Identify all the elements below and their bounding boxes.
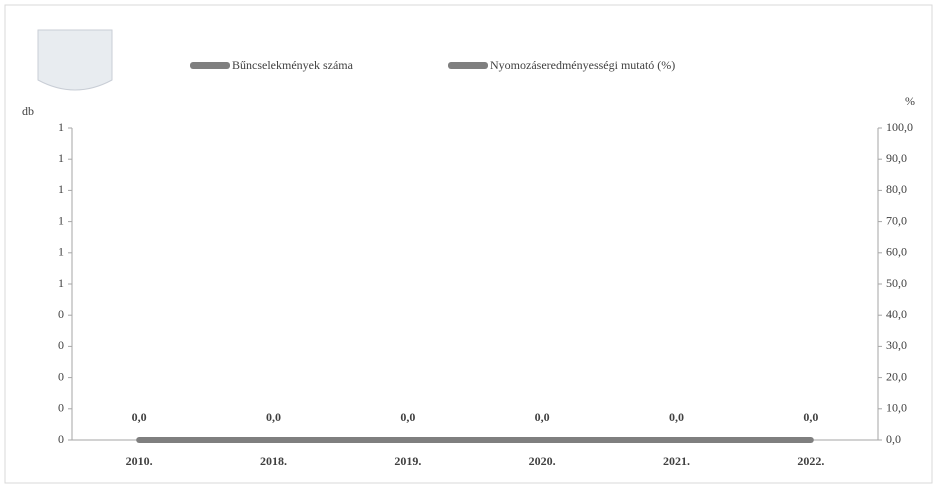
y-tick-label: 1 — [58, 120, 64, 134]
y2-tick-label: 90,0 — [886, 151, 907, 165]
data-label: 0,0 — [535, 410, 550, 424]
x-tick-label: 2018. — [260, 454, 287, 468]
y-tick-label: 0 — [58, 432, 64, 446]
logo — [37, 29, 113, 91]
y-tick-label: 0 — [58, 369, 64, 383]
x-tick-label: 2019. — [394, 454, 421, 468]
y-tick-label: 0 — [58, 307, 64, 321]
data-label: 0,0 — [266, 410, 281, 424]
x-tick-label: 2020. — [529, 454, 556, 468]
x-tick-label: 2010. — [126, 454, 153, 468]
y-tick-label: 0 — [58, 338, 64, 352]
x-tick-label: 2022. — [797, 454, 824, 468]
y2-axis-title: % — [905, 94, 915, 108]
y2-tick-label: 30,0 — [886, 338, 907, 352]
data-label: 0,0 — [669, 410, 684, 424]
data-label: 0,0 — [803, 410, 818, 424]
y-tick-label: 1 — [58, 245, 64, 259]
y-tick-label: 1 — [58, 276, 64, 290]
y2-tick-label: 80,0 — [886, 182, 907, 196]
data-label: 0,0 — [400, 410, 415, 424]
y2-tick-label: 40,0 — [886, 307, 907, 321]
y2-tick-label: 0,0 — [886, 432, 901, 446]
y-tick-label: 1 — [58, 151, 64, 165]
y2-tick-label: 70,0 — [886, 213, 907, 227]
y2-tick-label: 100,0 — [886, 120, 913, 134]
legend-swatch — [448, 62, 488, 69]
y2-tick-label: 50,0 — [886, 276, 907, 290]
legend-label: Bűncselekmények száma — [232, 58, 354, 72]
legend-swatch — [190, 62, 230, 69]
data-label: 0,0 — [132, 410, 147, 424]
chart-frame — [4, 4, 933, 484]
x-tick-label: 2021. — [663, 454, 690, 468]
y2-tick-label: 10,0 — [886, 401, 907, 415]
y-tick-label: 0 — [58, 401, 64, 415]
y-axis-title: db — [22, 104, 34, 118]
y2-tick-label: 20,0 — [886, 369, 907, 383]
y-tick-label: 1 — [58, 182, 64, 196]
legend-label: Nyomozáseredményességi mutató (%) — [490, 58, 675, 72]
y2-tick-label: 60,0 — [886, 245, 907, 259]
y-tick-label: 1 — [58, 213, 64, 227]
